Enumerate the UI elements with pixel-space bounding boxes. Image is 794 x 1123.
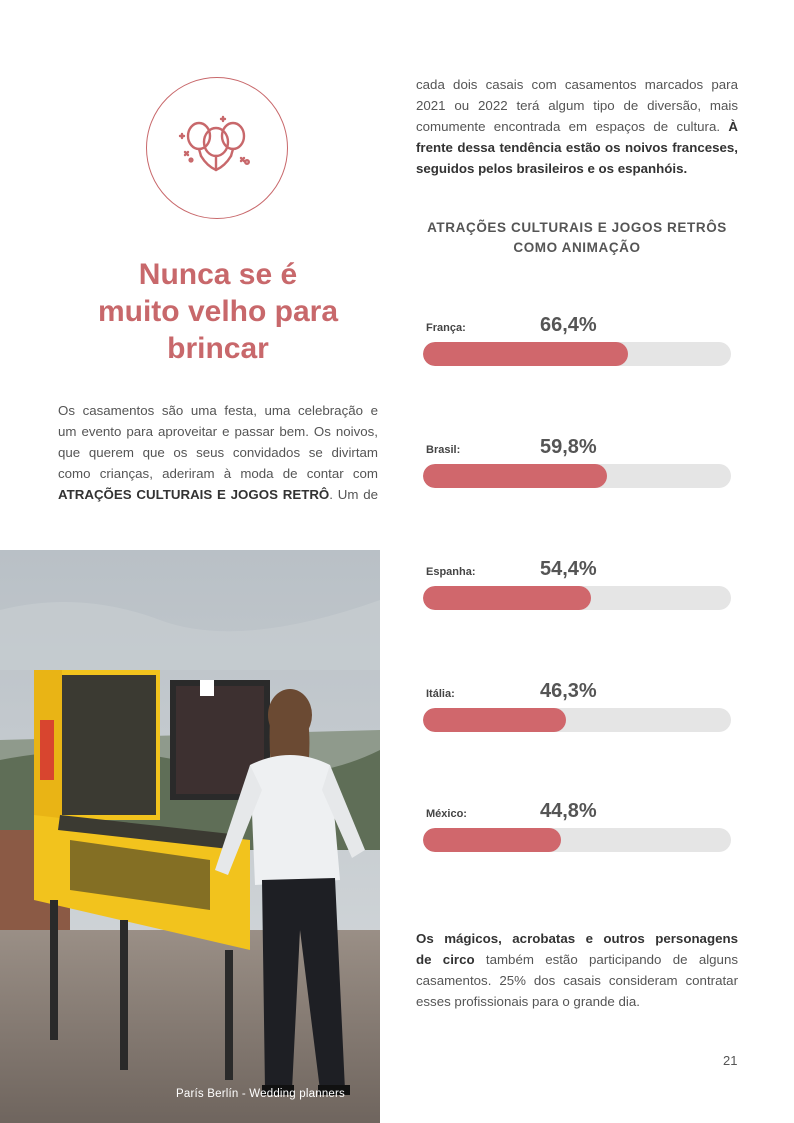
bar-value-label: 59,8% xyxy=(540,436,597,458)
intro-line-2: um evento para aproveitar e passar bem. … xyxy=(58,424,378,439)
bar-value-label: 54,4% xyxy=(540,558,597,580)
right-line-4: frente dessa tendência estão os noivos f… xyxy=(416,137,738,159)
bottom-line-1: Os mágicos, acrobatas e outros personage… xyxy=(416,928,738,949)
intro-tail: . Um de xyxy=(329,487,379,502)
intro-line-5: ATRAÇÕES CULTURAIS E JOGOS RETRÔ. Um de xyxy=(58,484,378,506)
chart-title-line-1: ATRAÇÕES CULTURAIS E JOGOS RETRÔS xyxy=(427,220,727,235)
headline-line-2: muito velho para xyxy=(97,295,339,328)
bar-label: Espanha: xyxy=(426,566,476,578)
bar-label: França: xyxy=(426,322,466,334)
bar-track xyxy=(423,464,731,488)
pinball-photo xyxy=(0,550,380,1123)
bottom-line-4: esses profissionais para o grande dia. xyxy=(416,994,640,1009)
right-line-2: 2021 ou 2022 terá algum tipo de diversão… xyxy=(416,98,738,113)
right-line-5: seguidos pelos brasileiros e os espanhói… xyxy=(416,158,738,180)
intro-bold: ATRAÇÕES CULTURAIS E JOGOS RETRÔ xyxy=(58,487,330,502)
bar xyxy=(423,464,608,488)
bottom-bold-1: Os mágicos, acrobatas e outros personage… xyxy=(416,931,738,946)
bar xyxy=(423,708,566,732)
icon-circle xyxy=(146,77,288,219)
right-bold-line-2: seguidos pelos brasileiros e os espanhói… xyxy=(416,161,688,176)
page-number: 21 xyxy=(723,1053,738,1068)
right-line-1: cada dois casais com casamentos marcados… xyxy=(416,77,738,92)
photo-caption: París Berlín - Wedding planners xyxy=(176,1088,345,1100)
bar-label: México: xyxy=(426,808,467,820)
page-headline: Nunca se é muito velho para brincar xyxy=(60,256,376,367)
bar xyxy=(423,586,591,610)
headline-line-1: Nunca se é xyxy=(138,258,298,291)
bottom-bold-2: de circo xyxy=(416,952,475,967)
bar-label: Itália: xyxy=(426,688,455,700)
right-bold-start: À xyxy=(720,119,738,134)
bar-track xyxy=(423,342,731,366)
bar-value-label: 46,3% xyxy=(540,680,597,702)
bar-value-label: 44,8% xyxy=(540,800,597,822)
chart-title: ATRAÇÕES CULTURAIS E JOGOS RETRÔS COMO A… xyxy=(416,218,738,258)
bottom-line-2-rest: também estão participando de alguns xyxy=(474,952,738,967)
bottom-line-3: casamentos. 25% dos casais consideram co… xyxy=(416,973,738,988)
right-line-3-text: comumente encontrada em espaços de cultu… xyxy=(416,119,721,134)
intro-line-4: como crianças, aderiram à moda de contar… xyxy=(58,466,378,481)
bar-track xyxy=(423,708,731,732)
headline-line-3: brincar xyxy=(167,332,269,365)
bar xyxy=(423,342,628,366)
bottom-line-2: de circo também estão participando de al… xyxy=(416,949,738,970)
intro-line-1: Os casamentos são uma festa, uma celebra… xyxy=(58,403,378,418)
right-line-3: comumente encontrada em espaços de cultu… xyxy=(416,116,738,138)
intro-line-3: que querem que os seus convidados se div… xyxy=(58,445,378,460)
balloons-icon xyxy=(178,115,250,172)
bar-track xyxy=(423,586,731,610)
bar xyxy=(423,828,561,852)
bar-value-label: 66,4% xyxy=(540,314,597,336)
bar-label: Brasil: xyxy=(426,444,461,456)
chart-title-line-2: COMO ANIMAÇÃO xyxy=(513,240,641,255)
right-bold-line-1: frente dessa tendência estão os noivos f… xyxy=(416,140,738,155)
bar-track xyxy=(423,828,731,852)
